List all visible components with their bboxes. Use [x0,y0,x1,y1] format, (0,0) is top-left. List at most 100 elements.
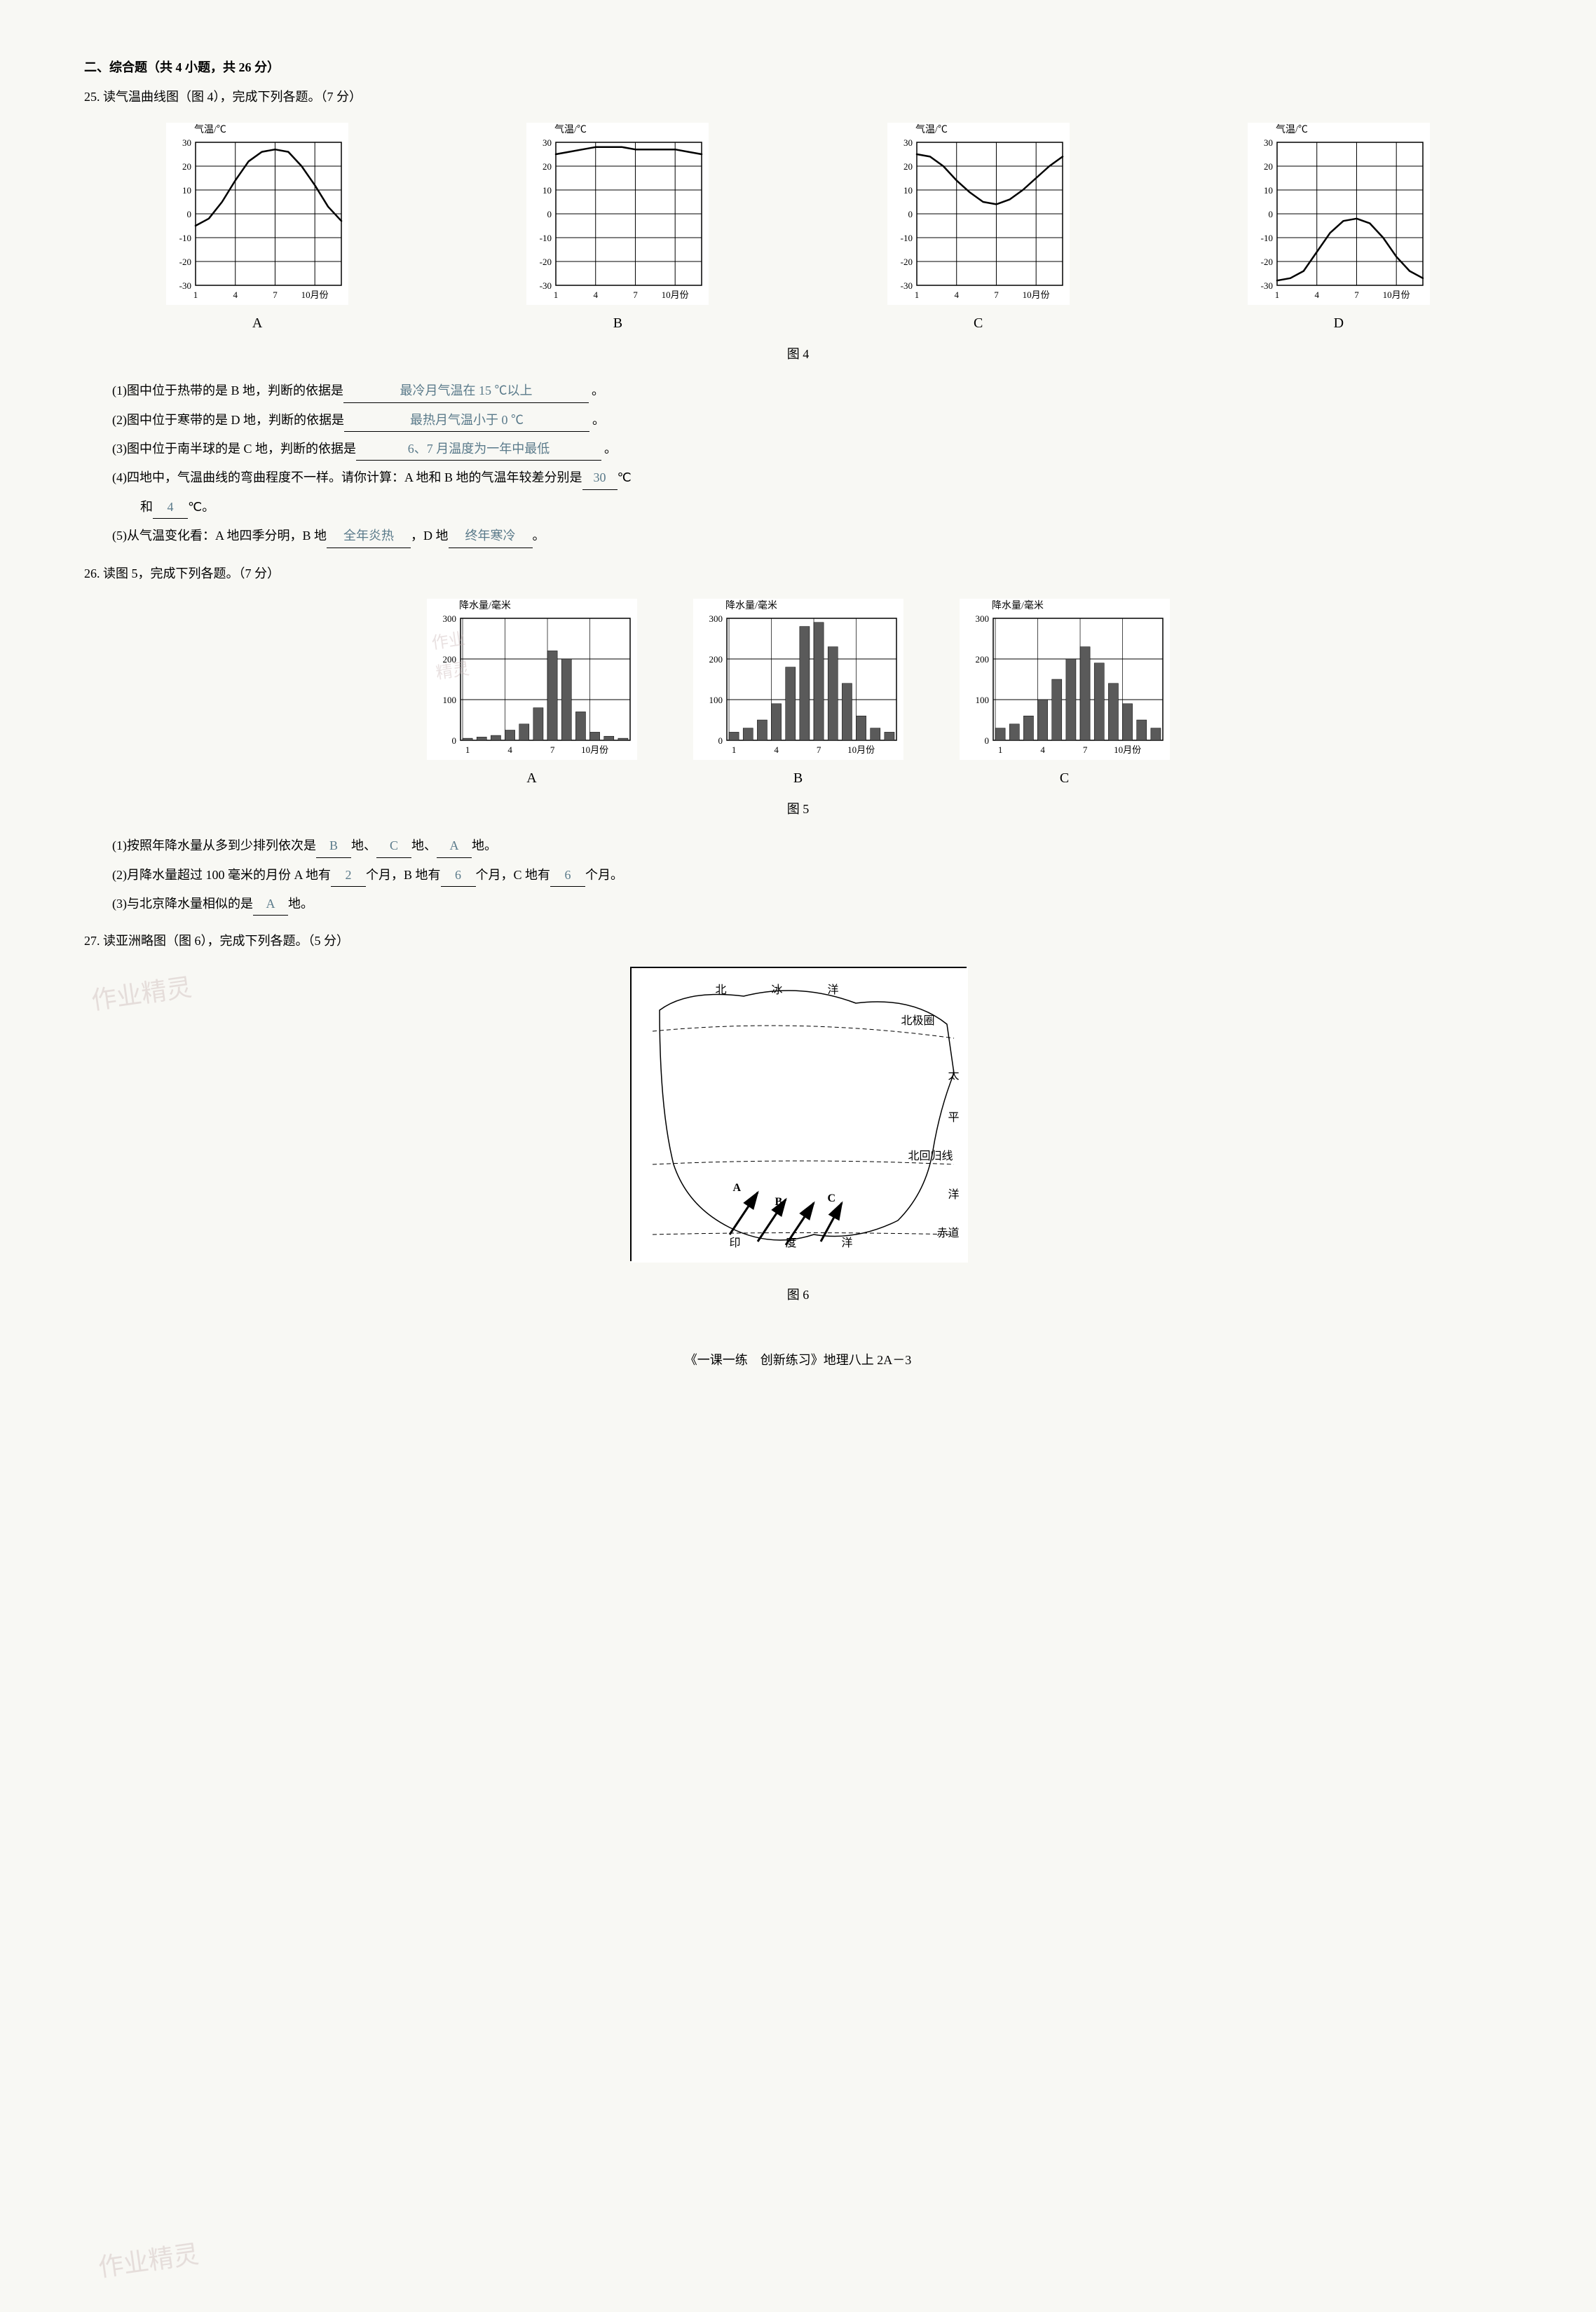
q25-sub4: (4)四地中，气温曲线的弯曲程度不一样。请你计算：A 地和 B 地的气温年较差分… [112,466,1512,489]
q27-number: 27. [84,934,100,948]
svg-text:10月份: 10月份 [847,744,875,755]
svg-text:10月份: 10月份 [1114,744,1141,755]
svg-text:30: 30 [903,137,913,148]
svg-text:20: 20 [543,161,552,172]
q25-sub5-suffix: 。 [533,524,545,547]
svg-text:10月份: 10月份 [301,290,329,300]
map-label-C: C [828,1189,836,1209]
q26-sub1-mid1: 地、 [351,834,376,857]
svg-text:气温/℃: 气温/℃ [554,124,587,135]
q25-charts: 气温/℃-30-20-10010203014710月份 A 气温/℃-30-20… [84,123,1512,336]
svg-text:0: 0 [547,209,552,219]
svg-text:10: 10 [543,185,552,196]
q25-sub3: (3)图中位于南半球的是 C 地，判断的依据是 6、7 月温度为一年中最低 。 [112,437,1512,461]
map-label-ind-y: 印 [730,1234,741,1254]
q25-sub2-answer[interactable]: 最热月气温小于 0 ℃ [344,409,589,432]
section-header: 二、综合题（共 4 小题，共 26 分） [84,56,1512,79]
svg-text:0: 0 [984,735,989,746]
chart-label-A26: A [526,766,536,791]
svg-text:200: 200 [975,654,989,665]
svg-text:300: 300 [442,613,456,624]
svg-text:气温/℃: 气温/℃ [194,124,226,135]
q25-stem: 读气温曲线图（图 4），完成下列各题。（7 分） [103,90,362,104]
q26-stem: 读图 5，完成下列各题。（7 分） [103,566,280,580]
map-label-tropic: 北回归线 [908,1147,953,1167]
map-label-ocean: 洋 [828,981,839,1001]
q25-sub2: (2)图中位于寒带的是 D 地，判断的依据是 最热月气温小于 0 ℃ 。 [112,409,1512,432]
svg-text:10月份: 10月份 [662,290,689,300]
q25-text: 25. 读气温曲线图（图 4），完成下列各题。（7 分） [84,86,1512,108]
q25-sub1: (1)图中位于热带的是 B 地，判断的依据是 最冷月气温在 15 ℃以上 。 [112,379,1512,402]
q26-sub3-prefix: (3)与北京降水量相似的是 [112,892,253,915]
watermark-2: 作业精灵 [95,2231,202,2290]
svg-text:1: 1 [914,290,919,300]
period: 。 [604,437,617,460]
q26-chart-C: 降水量/毫米010020030014710月份 C [960,599,1170,791]
question-27: 作业精灵 27. 读亚洲略图（图 6），完成下列各题。（5 分） [84,930,1512,1306]
precip-chart-C: 降水量/毫米010020030014710月份 [960,599,1170,760]
svg-text:4: 4 [1314,290,1319,300]
q25-sub5-answer1[interactable]: 全年炎热 [327,524,411,548]
q26-sub2-a2[interactable]: 6 [441,864,476,887]
map-label-B: B [775,1192,783,1213]
map-label-arctic: 冰 [772,981,783,1001]
q25-sub4-answer1[interactable]: 30 [582,466,618,489]
monsoon-arrow [730,1192,758,1235]
map-label-north: 北 [716,981,727,1001]
svg-text:4: 4 [594,290,599,300]
q26-sub2: (2)月降水量超过 100 毫米的月份 A 地有 2 个月，B 地有 6 个月，… [112,864,1512,887]
svg-text:-10: -10 [540,233,552,243]
svg-text:4: 4 [233,290,238,300]
q26-sub1-a3[interactable]: A [437,834,472,857]
svg-text:300: 300 [709,613,723,624]
q27-text: 27. 读亚洲略图（图 6），完成下列各题。（5 分） [84,930,1512,952]
svg-text:气温/℃: 气温/℃ [915,124,948,135]
chart-label-B: B [613,311,622,336]
q25-sub3-prefix: (3)图中位于南半球的是 C 地，判断的依据是 [112,437,356,460]
svg-text:-10: -10 [179,233,191,243]
q26-text: 26. 读图 5，完成下列各题。（7 分） [84,562,1512,585]
svg-text:降水量/毫米: 降水量/毫米 [459,599,511,611]
chart-label-C26: C [1060,766,1069,791]
svg-text:7: 7 [1082,744,1087,755]
q26-sub3-a1[interactable]: A [253,892,288,916]
q26-sub3-suffix: 地。 [288,892,313,915]
svg-text:100: 100 [442,695,456,705]
q26-sub2-prefix: (2)月降水量超过 100 毫米的月份 A 地有 [112,864,331,886]
q25-chart-A: 气温/℃-30-20-10010203014710月份 A [166,123,348,336]
q26-number: 26. [84,566,100,580]
q26-sub2-a1[interactable]: 2 [331,864,366,887]
q25-sub4-answer2[interactable]: 4 [153,496,188,519]
q25-sub3-answer[interactable]: 6、7 月温度为一年中最低 [356,437,601,461]
svg-text:20: 20 [182,161,191,172]
map-label-pac-p: 平 [948,1108,959,1129]
q25-sub4-prefix: (4)四地中，气温曲线的弯曲程度不一样。请你计算：A 地和 B 地的气温年较差分… [112,466,582,489]
svg-text:30: 30 [543,137,552,148]
q25-sub5-answer2[interactable]: 终年寒冷 [449,524,533,548]
q25-sub1-answer[interactable]: 最冷月气温在 15 ℃以上 [343,379,589,402]
svg-text:0: 0 [451,735,456,746]
q26-sub2-a3[interactable]: 6 [550,864,585,887]
q26-sub2-suffix: 个月。 [585,864,623,886]
q25-sub1-prefix: (1)图中位于热带的是 B 地，判断的依据是 [112,379,343,402]
svg-text:气温/℃: 气温/℃ [1276,124,1308,135]
svg-text:7: 7 [634,290,639,300]
temp-chart-C: 气温/℃-30-20-10010203014710月份 [887,123,1070,305]
asia-map: 北 冰 洋 北极圈 太 平 洋 北回归线 赤道 印 度 洋 A B C [630,967,967,1261]
q25-sub4-cont: 和 4 ℃。 [140,496,1512,519]
svg-text:30: 30 [182,137,191,148]
temp-chart-D: 气温/℃-30-20-10010203014710月份 [1248,123,1430,305]
q26-sub1-a1[interactable]: B [316,834,351,857]
q25-sub5-mid: ，D 地 [411,524,449,547]
equator-line [653,1232,954,1235]
q25-number: 25. [84,90,100,104]
svg-text:10月份: 10月份 [1022,290,1049,300]
svg-text:-10: -10 [900,233,912,243]
svg-text:1: 1 [731,744,736,755]
svg-text:20: 20 [1264,161,1273,172]
svg-text:10月份: 10月份 [581,744,608,755]
q27-stem: 读亚洲略图（图 6），完成下列各题。（5 分） [103,934,349,948]
q26-sub1-a2[interactable]: C [376,834,411,857]
svg-text:1: 1 [193,290,198,300]
svg-text:1: 1 [554,290,559,300]
